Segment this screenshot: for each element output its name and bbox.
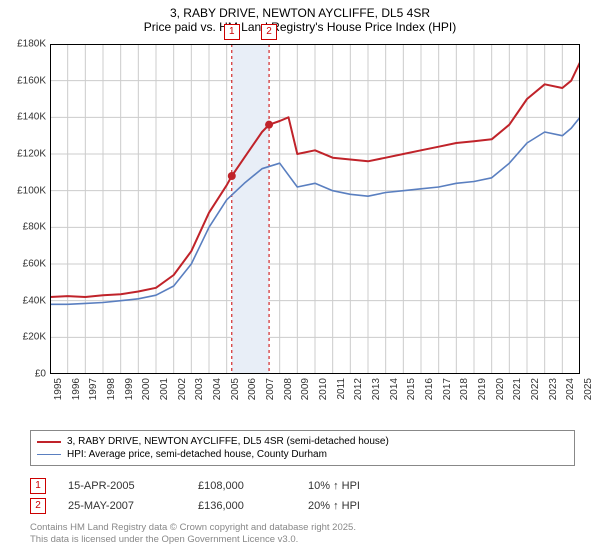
x-tick-label: 2021 (512, 378, 523, 400)
y-tick-label: £120K (17, 149, 46, 160)
legend-label: HPI: Average price, semi-detached house,… (67, 449, 327, 460)
x-tick-label: 2004 (212, 378, 223, 400)
x-tick-label: 2016 (424, 378, 435, 400)
y-tick-label: £20K (23, 332, 46, 343)
x-tick-label: 2013 (371, 378, 382, 400)
x-tick-label: 2024 (565, 378, 576, 400)
footer-attribution: Contains HM Land Registry data © Crown c… (30, 522, 575, 546)
sale-delta: 10% ↑ HPI (308, 480, 575, 492)
sale-delta: 20% ↑ HPI (308, 500, 575, 512)
y-tick-label: £140K (17, 112, 46, 123)
sale-price: £108,000 (198, 480, 308, 492)
x-tick-label: 2005 (230, 378, 241, 400)
chart-container: 3, RABY DRIVE, NEWTON AYCLIFFE, DL5 4SR … (0, 0, 600, 560)
x-tick-label: 1996 (71, 378, 82, 400)
x-tick-label: 2011 (336, 378, 347, 400)
legend-row: 3, RABY DRIVE, NEWTON AYCLIFFE, DL5 4SR … (37, 435, 568, 448)
chart-svg (50, 44, 580, 374)
x-tick-label: 2012 (353, 378, 364, 400)
y-tick-label: £80K (23, 222, 46, 233)
legend-swatch (37, 454, 61, 456)
x-tick-label: 2000 (141, 378, 152, 400)
x-tick-label: 2009 (300, 378, 311, 400)
x-tick-label: 1998 (106, 378, 117, 400)
y-axis-labels: £0£20K£40K£60K£80K£100K£120K£140K£160K£1… (2, 44, 48, 374)
sale-row: 2 25-MAY-2007£136,00020% ↑ HPI (30, 496, 575, 516)
x-tick-label: 2019 (477, 378, 488, 400)
title-block: 3, RABY DRIVE, NEWTON AYCLIFFE, DL5 4SR … (0, 0, 600, 36)
x-tick-label: 2020 (495, 378, 506, 400)
x-tick-label: 2006 (247, 378, 258, 400)
sale-row-marker: 1 (30, 478, 46, 494)
title-line2: Price paid vs. HM Land Registry's House … (0, 20, 600, 34)
x-tick-label: 2002 (177, 378, 188, 400)
x-tick-label: 2023 (548, 378, 559, 400)
y-tick-label: £100K (17, 185, 46, 196)
title-line1: 3, RABY DRIVE, NEWTON AYCLIFFE, DL5 4SR (0, 6, 600, 20)
x-tick-label: 2007 (265, 378, 276, 400)
x-tick-label: 1997 (88, 378, 99, 400)
y-tick-label: £180K (17, 39, 46, 50)
chart-plot-area: £0£20K£40K£60K£80K£100K£120K£140K£160K£1… (50, 44, 580, 374)
x-tick-label: 2003 (194, 378, 205, 400)
legend-row: HPI: Average price, semi-detached house,… (37, 448, 568, 461)
x-tick-label: 2018 (459, 378, 470, 400)
sales-table: 1 15-APR-2005£108,00010% ↑ HPI 2 25-MAY-200… (30, 476, 575, 516)
footer-line1: Contains HM Land Registry data © Crown c… (30, 522, 575, 534)
legend: 3, RABY DRIVE, NEWTON AYCLIFFE, DL5 4SR … (30, 430, 575, 466)
sale-row: 1 15-APR-2005£108,00010% ↑ HPI (30, 476, 575, 496)
x-tick-label: 2025 (583, 378, 594, 400)
x-axis-labels: 1995 1996 1997 1998 1999 2000 2001 2002 2003 2004… (50, 374, 580, 434)
legend-swatch (37, 441, 61, 443)
sale-row-marker: 2 (30, 498, 46, 514)
y-tick-label: £0 (35, 369, 46, 380)
x-tick-label: 2008 (283, 378, 294, 400)
x-tick-label: 2017 (442, 378, 453, 400)
x-tick-label: 1999 (124, 378, 135, 400)
footer-line2: This data is licensed under the Open Gov… (30, 534, 575, 546)
y-tick-label: £60K (23, 259, 46, 270)
sale-marker-2: 2 (261, 24, 277, 40)
sale-marker-1: 1 (224, 24, 240, 40)
x-tick-label: 2022 (530, 378, 541, 400)
x-tick-label: 2001 (159, 378, 170, 400)
x-tick-label: 1995 (53, 378, 64, 400)
x-tick-label: 2010 (318, 378, 329, 400)
sale-date: 25-MAY-2007 (68, 500, 198, 512)
x-tick-label: 2015 (406, 378, 417, 400)
sale-date: 15-APR-2005 (68, 480, 198, 492)
sale-price: £136,000 (198, 500, 308, 512)
y-tick-label: £160K (17, 75, 46, 86)
legend-label: 3, RABY DRIVE, NEWTON AYCLIFFE, DL5 4SR … (67, 436, 389, 447)
x-tick-label: 2014 (389, 378, 400, 400)
y-tick-label: £40K (23, 295, 46, 306)
